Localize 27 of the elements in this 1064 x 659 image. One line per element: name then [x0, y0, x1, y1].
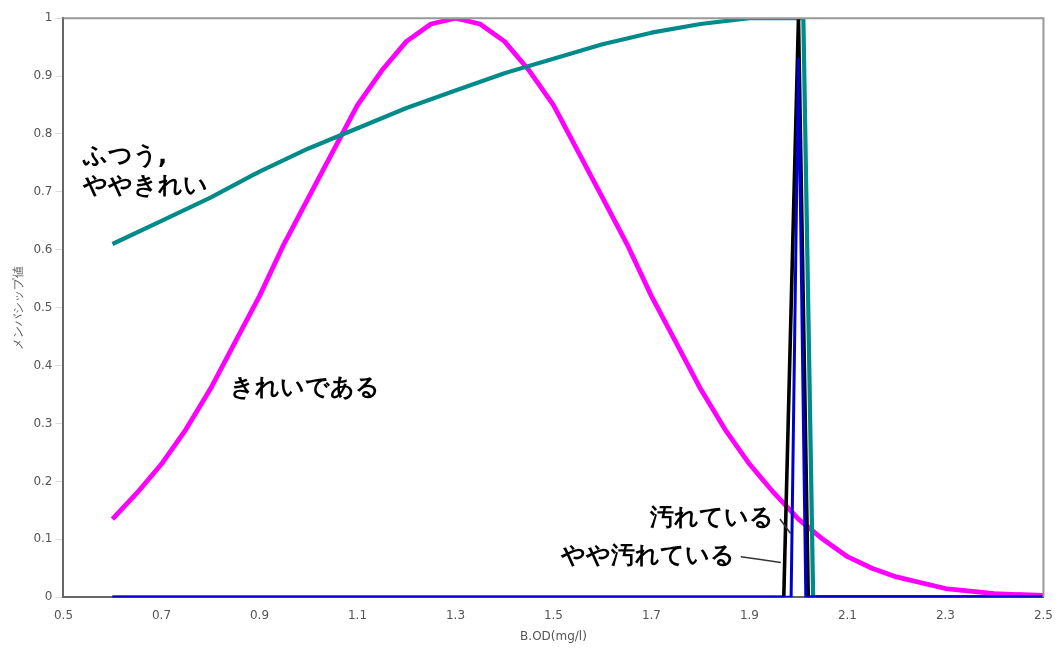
- y-tick-label: 0.1: [33, 531, 53, 546]
- series-label: やや汚れている: [559, 540, 735, 569]
- y-tick-label: 0.9: [33, 68, 53, 83]
- x-tick-label: 0.7: [151, 607, 172, 622]
- x-tick-label: 2.1: [837, 607, 858, 622]
- y-tick-label: 0.7: [33, 184, 53, 199]
- x-tick-label: 1.9: [739, 607, 760, 622]
- x-axis-title: B.OD(mg/l): [520, 628, 587, 643]
- y-tick-label: 0: [44, 589, 53, 604]
- x-tick-label: 0.9: [249, 607, 270, 622]
- y-axis-title: メンバシップ値: [11, 265, 26, 350]
- x-tick-label: 1.7: [641, 607, 662, 622]
- x-tick-label: 1.3: [445, 607, 466, 622]
- y-tick-label: 0.8: [33, 126, 53, 141]
- x-tick-label: 2.3: [935, 607, 956, 622]
- y-tick-label: 0.5: [33, 299, 53, 314]
- x-tick-label: 2.5: [1033, 607, 1053, 622]
- y-tick-label: 0.4: [33, 357, 53, 372]
- x-tick-label: 1.1: [347, 607, 368, 622]
- series-label: きれいである: [230, 372, 381, 401]
- y-tick-label: 0.3: [33, 415, 53, 430]
- y-tick-label: 0.6: [33, 241, 53, 256]
- y-tick-label: 1: [44, 10, 53, 25]
- series-label: ふつう, ややきれい: [82, 141, 209, 200]
- x-tick-label: 1.5: [543, 607, 564, 622]
- y-tick-label: 0.2: [33, 473, 53, 488]
- series-label: 汚れている: [648, 503, 774, 532]
